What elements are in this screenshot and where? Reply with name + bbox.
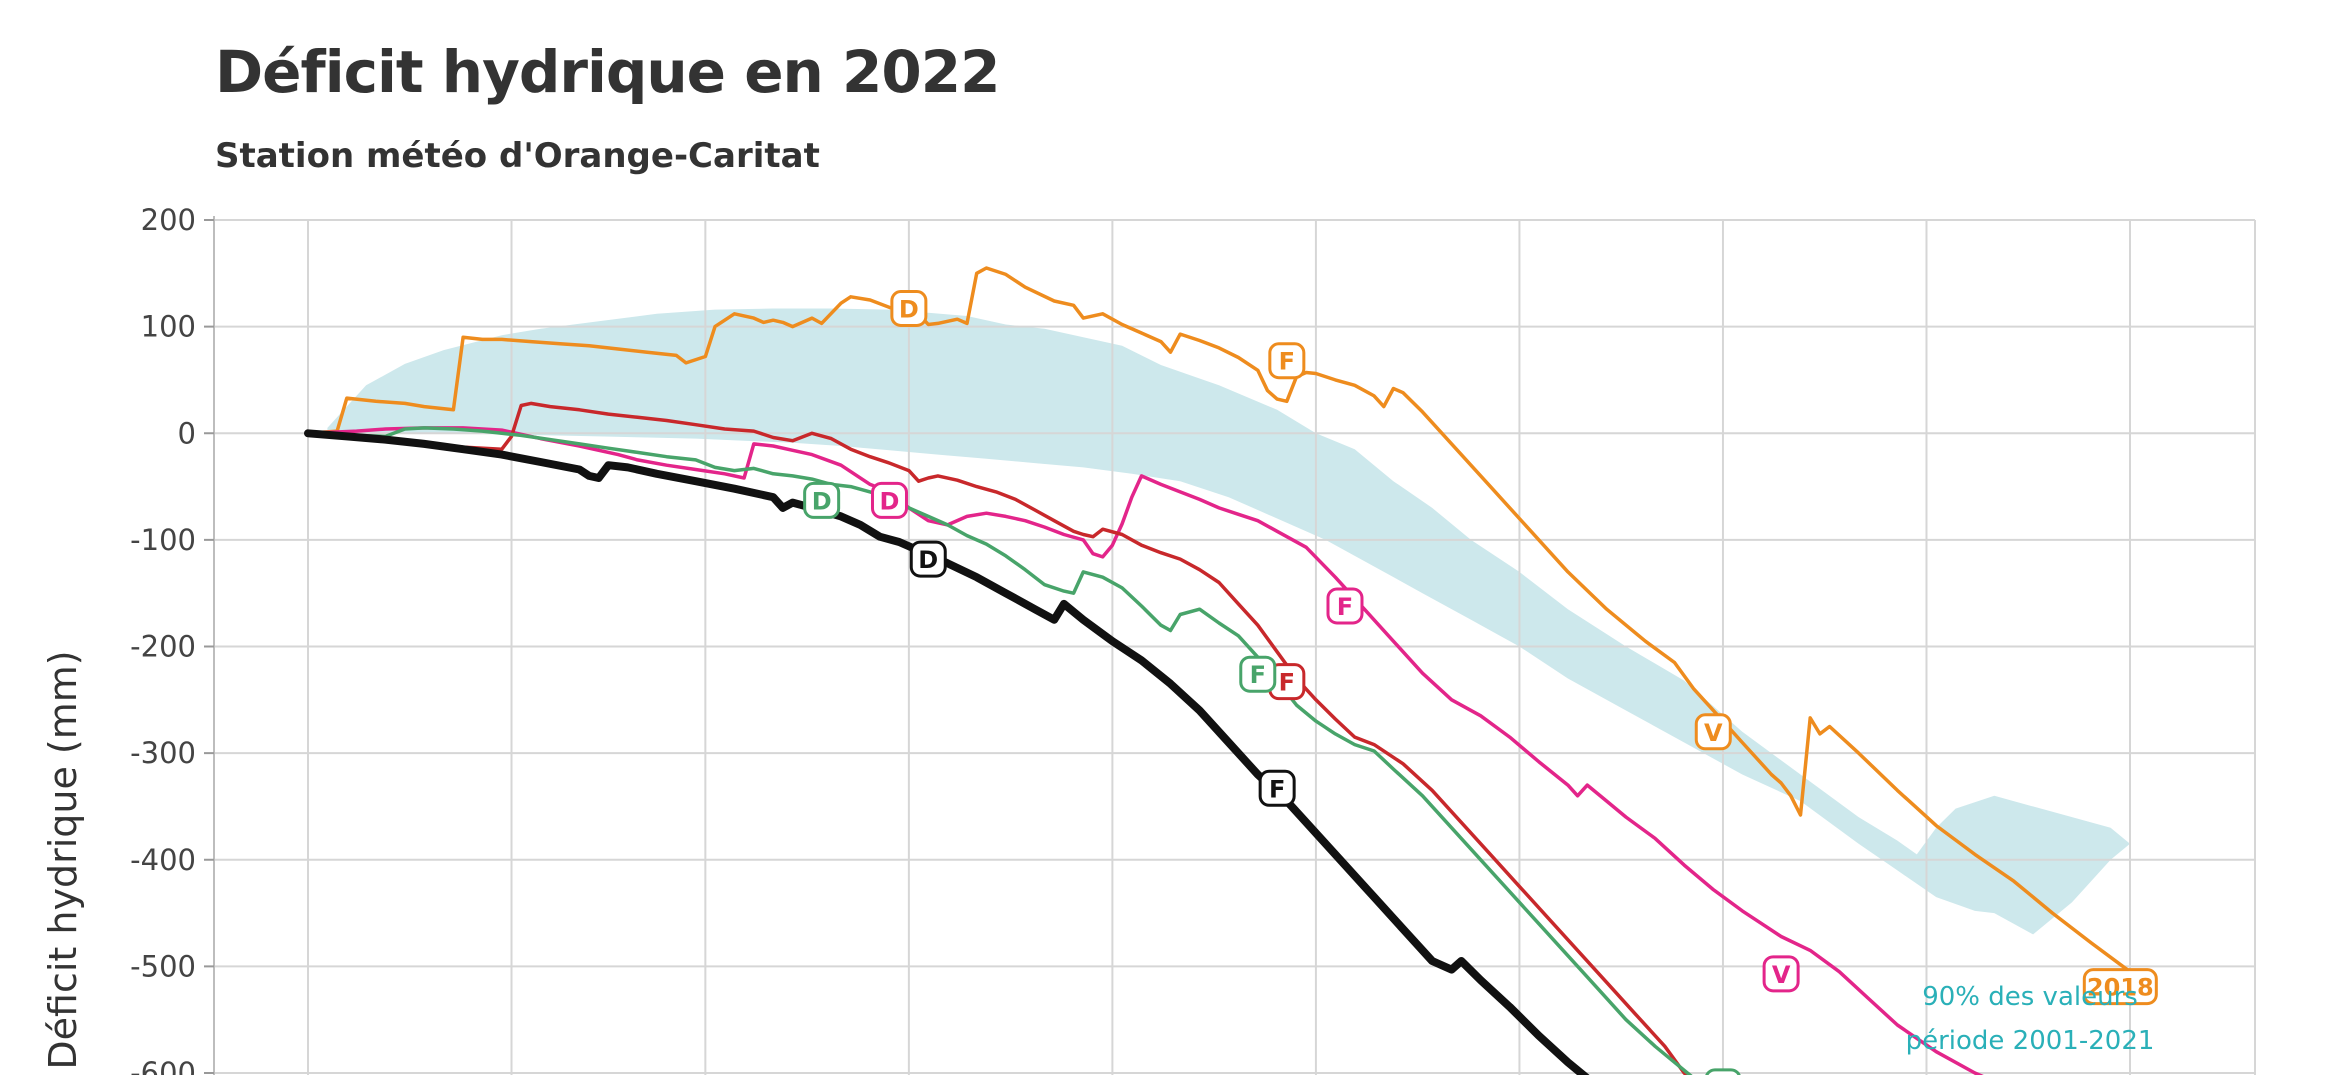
grid-layer — [214, 219, 2255, 1075]
series-marker: F — [1239, 655, 1277, 693]
marker-label: F — [1279, 669, 1295, 697]
y-tick-label: -100 — [130, 523, 196, 557]
series-marker: F — [1258, 769, 1296, 807]
series-marker: D — [890, 289, 928, 327]
band-label: période 2001-2021 — [1906, 1026, 2155, 1056]
marker-label: 2018 — [2087, 974, 2154, 1002]
marker-label: F — [1250, 661, 1266, 689]
y-tick-label: -300 — [130, 736, 196, 770]
marker-box — [909, 540, 947, 578]
marker-box — [803, 481, 841, 519]
y-axis-label: Déficit hydrique (mm) — [41, 650, 85, 1069]
annotation-layer: 90% des valeurs période 2001-2021 — [1906, 982, 2155, 1056]
series-layer — [304, 266, 2152, 1075]
marker-box — [1268, 342, 1306, 380]
marker-label: D — [880, 487, 900, 515]
marker-label: D — [918, 546, 938, 574]
series-line — [306, 426, 1693, 1075]
axes-layer: 200 100 0 -100 -200 -300 -400 -500 -600 — [130, 203, 2256, 1075]
marker-label: F — [1269, 775, 1285, 803]
marker-box — [1694, 713, 1732, 751]
series-line — [306, 266, 2152, 985]
y-tick-label: -600 — [130, 1056, 196, 1075]
y-tick-label: -200 — [130, 630, 196, 664]
band-layer — [327, 308, 2130, 935]
y-tick-label: 0 — [178, 416, 196, 450]
marker-box — [1762, 955, 1800, 993]
marker-label: V — [1772, 961, 1791, 989]
marker-label: D — [812, 487, 832, 515]
y-tick-label: 100 — [141, 310, 196, 344]
series-marker: D — [909, 540, 947, 578]
marker-label: D — [899, 295, 919, 323]
y-tick-label: -500 — [130, 949, 196, 983]
markers-layer: DFV2018DFVFDFFDF — [803, 289, 2158, 1075]
marker-label: V — [1704, 719, 1723, 747]
marker-box — [1705, 1068, 1741, 1075]
y-tick-label: -400 — [130, 843, 196, 877]
series-marker: 2018 — [2082, 968, 2158, 1006]
marker-label: F — [1715, 1074, 1731, 1075]
marker-box — [1239, 655, 1277, 693]
chart-title: Déficit hydrique en 2022 — [215, 38, 1000, 106]
series-marker: V — [1694, 713, 1732, 751]
marker-box — [1258, 769, 1296, 807]
band-label: 90% des valeurs — [1922, 982, 2138, 1012]
marker-box — [2082, 968, 2158, 1006]
series-line — [306, 426, 1984, 1075]
series-marker: V — [1762, 955, 1800, 993]
series-line — [306, 401, 1690, 1075]
series-marker: D — [870, 481, 908, 519]
marker-box — [870, 481, 908, 519]
series-line — [304, 429, 1590, 1075]
marker-box — [1326, 587, 1364, 625]
y-tick-label: 200 — [141, 203, 196, 237]
series-marker: D — [803, 481, 841, 519]
percentile-band — [327, 308, 2130, 935]
marker-box — [890, 289, 928, 327]
chart-subtitle: Station météo d'Orange-Caritat — [215, 136, 820, 176]
series-marker: F — [1705, 1068, 1741, 1075]
series-marker: F — [1268, 342, 1306, 380]
series-marker: F — [1326, 587, 1364, 625]
marker-label: F — [1337, 593, 1353, 621]
marker-label: F — [1279, 348, 1295, 376]
